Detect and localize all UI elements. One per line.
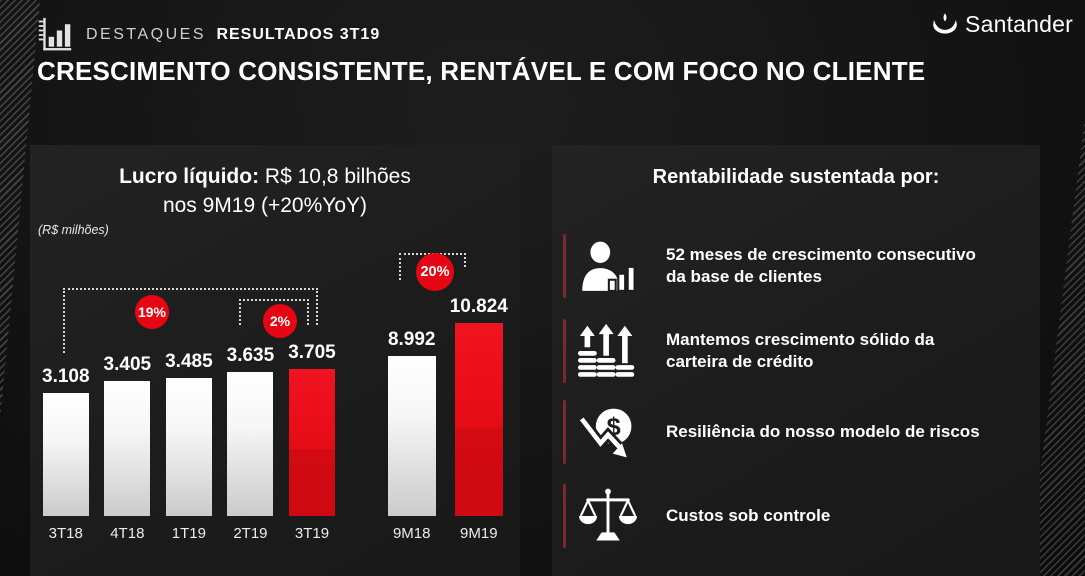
net-profit-panel: Lucro líquido: R$ 10,8 bilhões nos 9M19 … (30, 145, 520, 576)
dollar-risk-icon: $ (576, 400, 640, 464)
bar-column: 3.108 3T18 (42, 366, 90, 542)
bar-value-label: 8.992 (387, 329, 436, 350)
bar-category-label: 3T19 (294, 525, 330, 542)
bar-value-label: 3.405 (103, 354, 152, 375)
item-text: Custos sob controle (666, 505, 831, 525)
report-tag-light: DESTAQUES (86, 26, 206, 43)
bar (104, 381, 151, 516)
bar (387, 356, 436, 516)
item-text: 52 meses de crescimento consecutivo da b… (666, 244, 976, 286)
unit-note: (R$ milhões) (38, 223, 109, 237)
bar-column: 8.992 9M18 (387, 329, 436, 542)
growth-badge-20: 20% (416, 253, 454, 291)
growth-bracket-20-left (399, 253, 401, 280)
report-tag-bold: RESULTADOS 3T19 (216, 26, 381, 43)
bar-value-label: 3.485 (165, 351, 213, 372)
growth-bracket-20-right (464, 253, 466, 267)
bar-column: 10.824 9M19 (449, 296, 508, 542)
report-tag: DESTAQUES RESULTADOS 3T19 (86, 26, 380, 44)
person-growth-icon (576, 234, 640, 298)
growth-bracket-2-right (307, 299, 309, 325)
profitability-title: Rentabilidade sustentada por: (652, 166, 940, 188)
bar-value-label: 10.824 (449, 296, 508, 317)
net-profit-chart: 3.108 3T18 3.405 4T18 3.485 1T19 3.635 2T19 3.70… (42, 296, 508, 542)
brand-wordmark: Santander (965, 10, 1073, 37)
bar-value-label: 3.635 (226, 345, 275, 366)
flame-icon (933, 13, 957, 34)
bar (288, 369, 335, 516)
item-text: Resiliência do nosso modelo de riscos (666, 421, 980, 441)
quarterly-bar-group: 3.108 3T18 3.405 4T18 3.485 1T19 3.635 2T19 3.70… (42, 342, 336, 542)
santander-logo: Santander (931, 10, 1073, 38)
page-title: CRESCIMENTO CONSISTENTE, RENTÁVEL E COM … (37, 56, 926, 86)
bar-category-label: 9M19 (460, 525, 498, 542)
bar-category-label: 1T19 (171, 525, 206, 542)
bar-column: 3.405 4T18 (103, 354, 152, 542)
item-accent-line (563, 400, 566, 464)
item-text: Mantemos crescimento sólido da carteira … (666, 329, 935, 371)
bar-value-label: 3.705 (288, 342, 336, 363)
growth-bracket-2 (239, 299, 309, 301)
bar-value-label: 3.108 (42, 366, 90, 387)
growth-badge-2: 2% (263, 304, 297, 338)
growth-bracket-19-left (63, 288, 65, 353)
bar-category-label: 3T18 (48, 525, 83, 542)
bar-column: 3.635 2T19 (226, 345, 275, 542)
balance-scale-icon (576, 484, 640, 548)
net-profit-headline: Lucro líquido: R$ 10,8 bilhões nos 9M19 … (50, 162, 480, 221)
rising-arrows-icon (576, 319, 640, 383)
bar (42, 393, 89, 516)
bar-column: 3.485 1T19 (165, 351, 213, 542)
growth-bracket-2-left (239, 299, 241, 325)
bar-category-label: 4T18 (110, 525, 145, 542)
profitability-item: Custos sob controle (563, 481, 1026, 551)
item-accent-line (563, 319, 566, 383)
bar-column: 3.705 3T19 (288, 342, 336, 542)
headline-label: Lucro líquido: (119, 165, 260, 188)
headline-value: R$ 10,8 bilhões (259, 165, 411, 188)
bar (165, 378, 212, 516)
profitability-item: 52 meses de crescimento consecutivo da b… (563, 231, 1026, 301)
bar-category-label: 2T19 (233, 525, 268, 542)
growth-bracket-19 (63, 288, 318, 290)
bar-category-label: 9M18 (392, 525, 431, 542)
bar (227, 372, 274, 516)
headline-line2: nos 9M19 (+20%YoY) (162, 194, 368, 218)
nine-month-bar-group: 8.992 9M18 10.824 9M19 (387, 296, 508, 542)
item-accent-line (563, 234, 566, 298)
bar-chart-icon (38, 17, 72, 51)
growth-badge-19: 19% (135, 295, 169, 329)
growth-bracket-19-right (316, 288, 318, 325)
profitability-panel: Rentabilidade sustentada por: 52 meses d… (552, 145, 1040, 576)
profitability-item: $ Resiliência do nosso modelo de riscos (563, 397, 1026, 467)
profitability-item: Mantemos crescimento sólido da carteira … (563, 316, 1026, 386)
item-accent-line (563, 484, 566, 548)
bar (454, 323, 503, 516)
